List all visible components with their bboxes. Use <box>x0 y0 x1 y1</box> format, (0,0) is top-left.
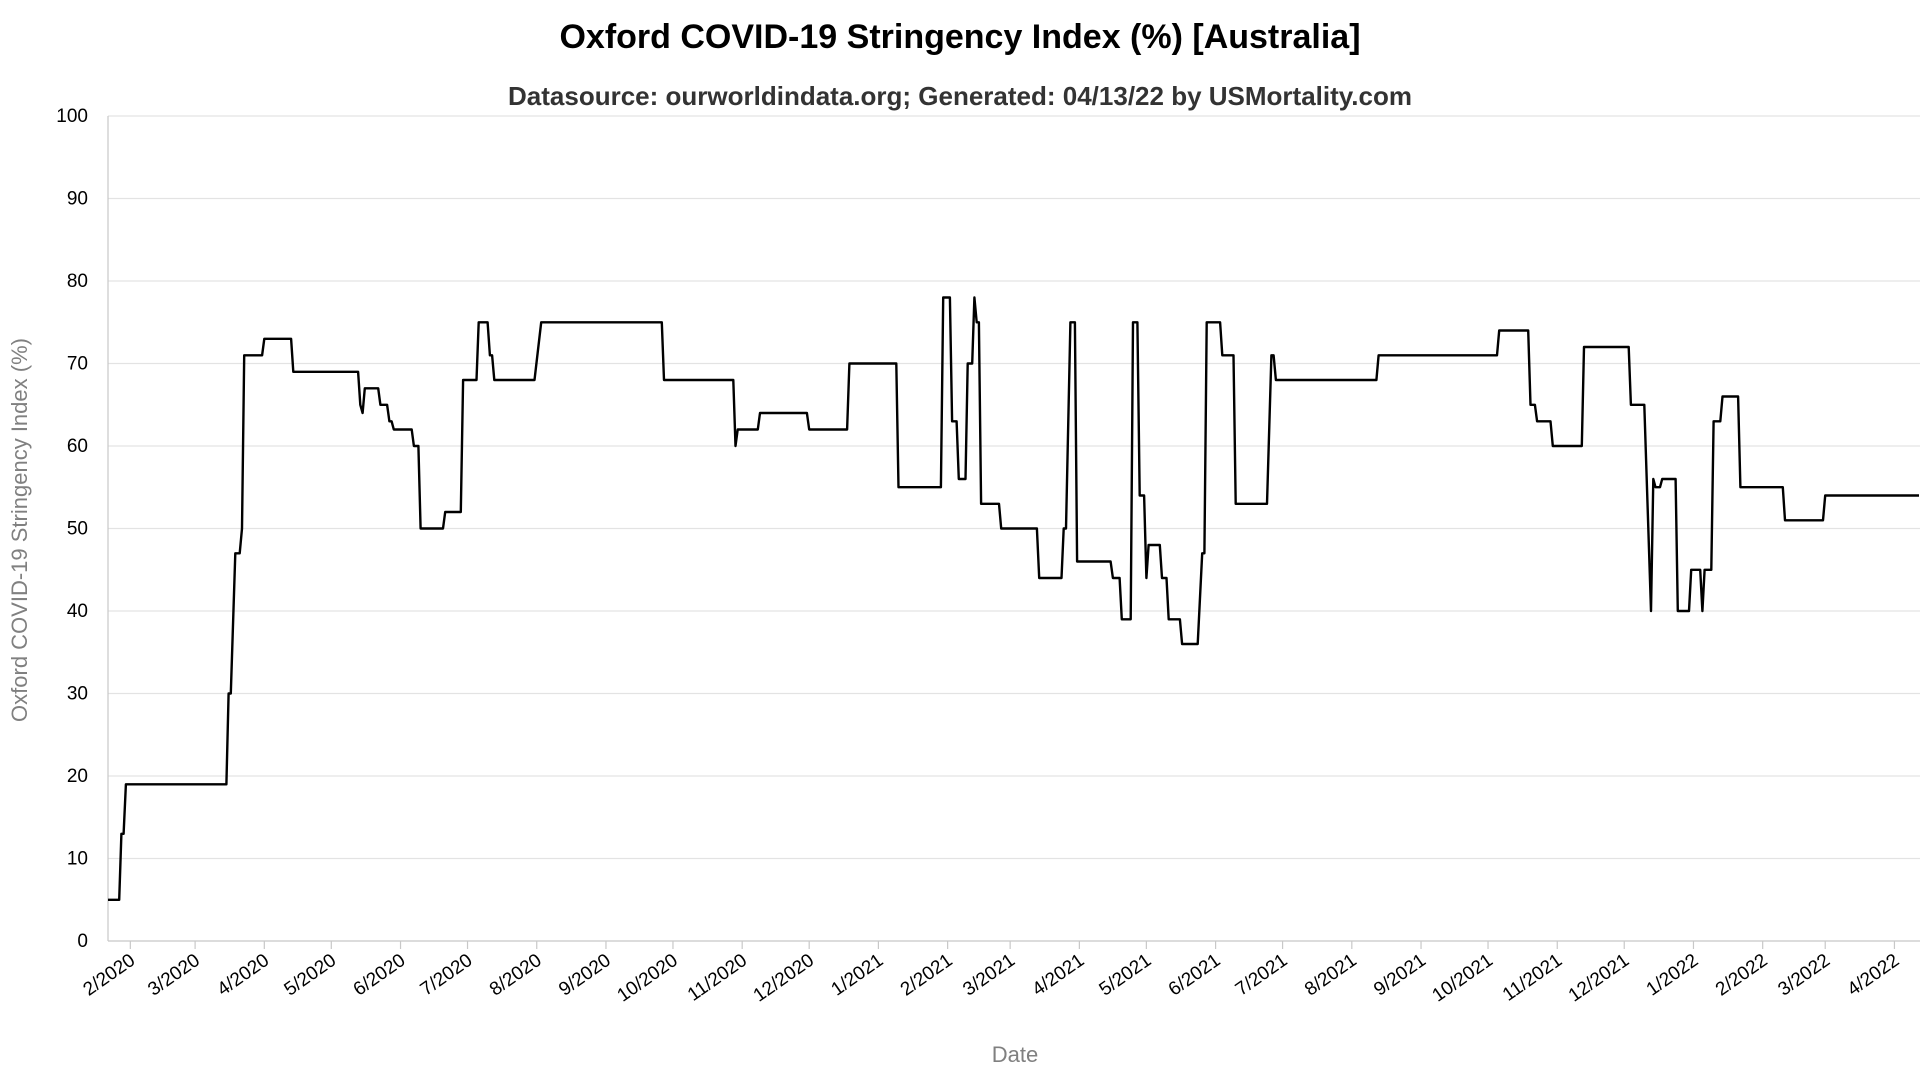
x-tick-label: 1/2022 <box>1643 950 1703 1001</box>
y-axis-title: Oxford COVID-19 Stringency Index (%) <box>7 338 32 722</box>
x-tick-label: 4/2021 <box>1029 950 1089 1001</box>
chart-subtitle: Datasource: ourworldindata.org; Generate… <box>508 81 1412 111</box>
x-tick-label: 10/2021 <box>1429 950 1497 1007</box>
x-tick-label: 2/2021 <box>897 950 957 1001</box>
x-tick-label: 3/2022 <box>1774 950 1834 1001</box>
y-tick-label: 50 <box>67 519 88 540</box>
x-tick-label: 6/2021 <box>1165 950 1225 1001</box>
x-tick-label: 10/2020 <box>614 950 682 1007</box>
x-tick-label: 11/2021 <box>1499 950 1566 1006</box>
x-tick-label: 3/2020 <box>144 950 204 1001</box>
x-tick-label: 4/2022 <box>1844 950 1904 1001</box>
y-tick-label: 30 <box>67 684 88 705</box>
axes <box>107 116 1896 949</box>
x-tick-label: 8/2021 <box>1301 950 1361 1001</box>
y-tick-label: 80 <box>67 271 88 292</box>
x-tick-label: 2/2020 <box>80 950 140 1001</box>
chart-title: Oxford COVID-19 Stringency Index (%) [Au… <box>559 18 1360 56</box>
x-tick-label: 3/2021 <box>959 950 1019 1001</box>
y-tick-label: 60 <box>67 436 88 457</box>
x-tick-label: 7/2021 <box>1232 950 1292 1001</box>
x-tick-labels: 2/2020 3/2020 4/2020 5/2020 6/2020 7/2020 8/20… <box>80 950 1904 1007</box>
series-line <box>108 296 1919 901</box>
y-tick-label: 20 <box>67 766 88 787</box>
x-tick-label: 9/2020 <box>555 950 615 1001</box>
x-tick-label: 8/2020 <box>486 950 546 1001</box>
x-axis-title: Date <box>992 1042 1038 1067</box>
x-tick-label: 6/2020 <box>350 950 410 1001</box>
y-tick-labels: 0 10 20 30 40 50 60 70 80 90 100 <box>56 106 88 952</box>
x-tick-label: 4/2020 <box>214 950 274 1001</box>
y-tick-label: 40 <box>67 601 88 622</box>
x-tick-label: 2/2022 <box>1712 950 1772 1001</box>
x-tick-label: 7/2020 <box>417 950 477 1001</box>
x-tick-label: 5/2020 <box>281 950 341 1001</box>
x-tick-label: 12/2021 <box>1565 950 1633 1007</box>
y-tick-label: 0 <box>77 931 88 952</box>
x-tick-label: 12/2020 <box>750 950 818 1007</box>
y-tick-label: 10 <box>67 849 88 870</box>
series <box>108 296 1919 901</box>
y-tick-label: 100 <box>56 106 88 127</box>
x-tick-label: 11/2020 <box>684 950 751 1006</box>
y-tick-label: 70 <box>67 354 88 375</box>
y-tick-label: 90 <box>67 189 88 210</box>
x-tick-label: 5/2021 <box>1096 950 1156 1001</box>
x-tick-label: 1/2021 <box>828 950 888 1001</box>
x-tick-label: 9/2021 <box>1370 950 1430 1001</box>
